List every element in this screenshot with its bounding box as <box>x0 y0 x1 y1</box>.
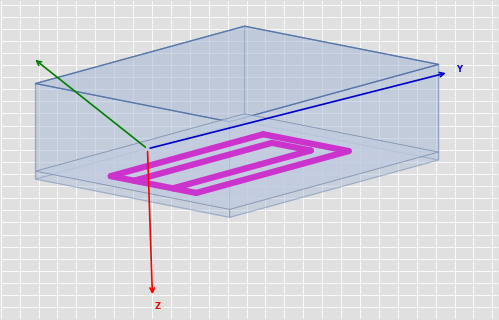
Polygon shape <box>230 64 439 217</box>
Polygon shape <box>35 26 439 122</box>
Text: Y: Y <box>456 65 462 74</box>
Polygon shape <box>35 84 230 217</box>
Text: Z: Z <box>154 302 161 311</box>
Polygon shape <box>245 26 439 160</box>
Polygon shape <box>35 122 439 217</box>
Polygon shape <box>35 26 245 179</box>
Polygon shape <box>35 114 439 209</box>
